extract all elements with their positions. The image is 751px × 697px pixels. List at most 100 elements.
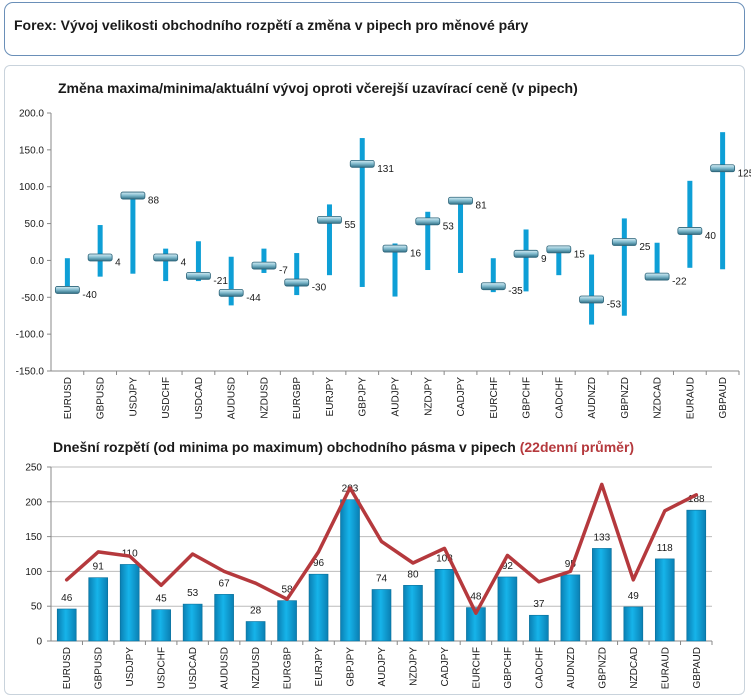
- chart2-data-label: 49: [628, 591, 640, 602]
- chart1-current-marker: [382, 244, 408, 253]
- chart1-data-label: 125: [738, 168, 751, 179]
- chart2-bar: [151, 609, 171, 642]
- chart2-data-label: 74: [376, 573, 388, 584]
- chart2-data-label: 96: [313, 558, 325, 569]
- chart2-ytick-label: 250: [25, 463, 42, 474]
- chart1-category-label: GBPUSD: [96, 377, 107, 419]
- chart2-bar: [497, 576, 518, 642]
- chart2-ytick-label: 0: [36, 637, 42, 648]
- chart2-data-label: 45: [156, 594, 168, 605]
- chart2-data-label: 46: [61, 593, 73, 604]
- chart1-data-label: 15: [574, 249, 586, 260]
- chart2-data-label: 95: [565, 559, 577, 570]
- chart2-data-label: 103: [436, 553, 453, 564]
- chart1-data-label: 16: [410, 249, 422, 260]
- chart2-bar: [686, 509, 707, 642]
- chart1-category-label: AUDUSD: [227, 377, 238, 419]
- chart2-bar: [529, 614, 549, 642]
- chart1-range-bar: [589, 254, 595, 325]
- chart1-range-bar: [720, 132, 726, 270]
- chart1-range-bar: [458, 198, 464, 273]
- chart2-ytick-label: 150: [25, 532, 42, 543]
- chart2-category-label: CADCHF: [534, 647, 545, 689]
- chart2-bar: [182, 603, 203, 642]
- chart1-category-label: GBPNZD: [620, 377, 631, 419]
- chart1-current-marker: [251, 261, 277, 270]
- chart2-data-label: 91: [93, 562, 105, 573]
- chart1-data-label: 53: [443, 221, 455, 232]
- chart1-category-label: EURJPY: [325, 377, 336, 417]
- chart1-current-marker: [153, 253, 179, 262]
- chart1-current-marker: [120, 191, 146, 200]
- chart1-current-marker: [186, 272, 211, 280]
- chart2-data-label: 92: [502, 561, 514, 572]
- chart1-ytick-label: 50.0: [25, 219, 45, 230]
- chart1-range-bar: [261, 248, 267, 273]
- chart1-range-bar: [687, 180, 693, 268]
- chart2-category-label: GBPCHF: [503, 647, 514, 689]
- chart2-category-label: AUDJPY: [377, 647, 388, 687]
- chart1-range-bar: [195, 241, 201, 282]
- chart2-bar: [119, 564, 140, 642]
- chart2-category-label: USDCAD: [188, 647, 199, 689]
- chart2-data-label: 118: [657, 543, 673, 554]
- chart2-category-label: GBPJPY: [346, 647, 357, 687]
- chart1-data-label: 40: [705, 231, 717, 242]
- chart2-bar: [592, 548, 612, 642]
- chart1-range-bar: [359, 138, 365, 287]
- chart2-data-label: 110: [122, 548, 138, 559]
- chart1-category-label: EURAUD: [685, 377, 696, 419]
- chart1-data-label: -44: [246, 293, 261, 304]
- chart2-category-label: AUDNZD: [566, 647, 577, 689]
- chart1-ytick-label: -50.0: [21, 293, 44, 304]
- chart2-category-label: USDJPY: [125, 647, 136, 687]
- chart2-data-label: 48: [470, 592, 482, 603]
- header-box: Forex: Vývoj velikosti obchodního rozpět…: [4, 2, 745, 56]
- chart2-category-label: EURCHF: [471, 647, 482, 689]
- chart1-data-label: -53: [607, 299, 622, 310]
- chart1-current-marker: [349, 159, 375, 168]
- chart1-data-label: 131: [377, 164, 394, 175]
- chart1-category-label: AUDJPY: [391, 377, 402, 417]
- chart1-data-label: -30: [312, 283, 327, 294]
- chart1-data-label: -7: [279, 266, 288, 277]
- chart2-bar: [277, 600, 297, 642]
- chart2-category-label: NZDUSD: [251, 647, 262, 689]
- chart2-data-label: 67: [219, 578, 231, 589]
- chart1-title: Změna maxima/minima/aktuální vývoj oprot…: [58, 80, 578, 96]
- chart2-category-label: CADJPY: [440, 647, 451, 687]
- chart1-ytick-label: 200.0: [19, 109, 44, 120]
- chart1-data-label: 4: [181, 257, 187, 268]
- chart2-ytick-label: 200: [25, 497, 42, 508]
- chart1-range-bar: [130, 192, 136, 274]
- chart1-data-label: -40: [82, 290, 97, 301]
- chart2-bar: [245, 621, 266, 642]
- chart2-category-label: EURUSD: [62, 647, 73, 689]
- chart2-bar: [214, 594, 234, 642]
- chart2-data-label: 188: [688, 494, 705, 505]
- chart2-ytick-label: 100: [25, 567, 42, 578]
- page-title: Forex: Vývoj velikosti obchodního rozpět…: [14, 17, 529, 33]
- chart1-range-bar: [523, 229, 529, 292]
- chart2-category-label: NZDCAD: [629, 647, 640, 689]
- chart1-current-marker: [317, 215, 342, 224]
- chart1-current-marker: [480, 282, 506, 291]
- chart1-current-marker: [415, 217, 441, 226]
- chart2-bar: [623, 606, 644, 642]
- chart1-category-label: GBPJPY: [358, 377, 369, 417]
- chart1-data-label: 81: [476, 201, 488, 212]
- chart1-data-label: 55: [344, 220, 356, 231]
- chart2-data-label: 53: [187, 588, 199, 599]
- chart2-title-main: Dnešní rozpětí (od minima po maximum) ob…: [53, 439, 516, 455]
- chart1-current-marker: [513, 249, 539, 258]
- chart1-category-label: EURUSD: [63, 377, 74, 419]
- chart1-category-label: AUDNZD: [587, 377, 598, 419]
- chart2-bar: [56, 608, 77, 642]
- chart1-current-marker: [218, 288, 244, 297]
- chart2-category-label: GBPAUD: [692, 647, 703, 689]
- chart2-average-line: [64, 482, 699, 615]
- chart1-ytick-label: 100.0: [19, 182, 44, 193]
- chart2-bar: [371, 589, 392, 642]
- chart2-category-label: EURJPY: [314, 647, 325, 687]
